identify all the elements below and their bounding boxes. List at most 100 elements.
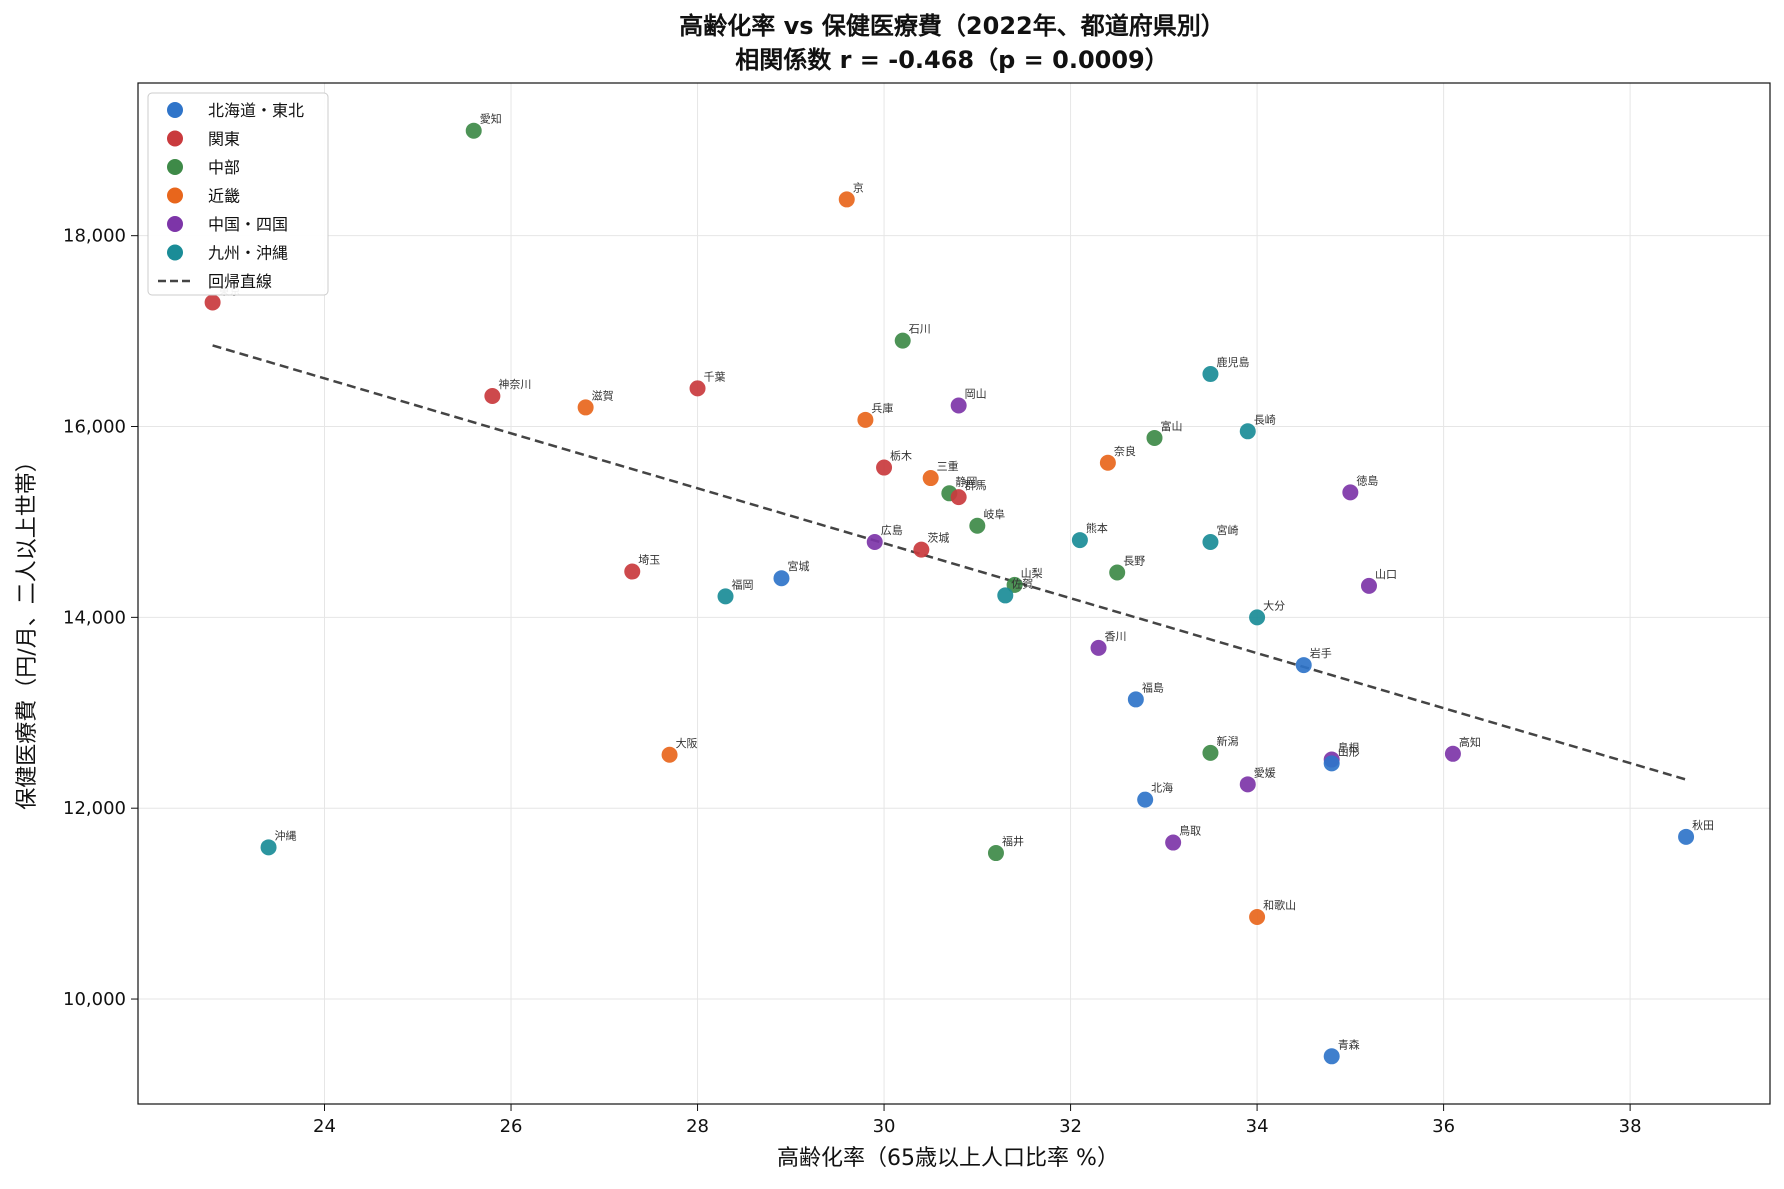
data-point — [661, 746, 678, 763]
data-point — [260, 839, 277, 856]
data-point — [1360, 577, 1377, 594]
point-label: 岐阜 — [983, 508, 1005, 521]
x-tick-label: 34 — [1246, 1116, 1269, 1137]
data-point — [1444, 745, 1461, 762]
legend-label: 近畿 — [208, 187, 240, 206]
point-label: 石川 — [909, 323, 931, 336]
data-point — [857, 411, 874, 428]
point-label: 岡山 — [965, 388, 987, 401]
data-point — [876, 459, 893, 476]
y-tick-label: 16,000 — [63, 417, 126, 438]
point-label: 長野 — [1123, 555, 1145, 568]
data-point — [1006, 576, 1023, 593]
data-point — [624, 563, 641, 580]
data-point — [1342, 484, 1359, 501]
data-point — [1099, 454, 1116, 471]
point-label: 福岡 — [732, 577, 754, 591]
data-point — [1109, 564, 1126, 581]
plot-frame — [137, 82, 1771, 1105]
point-label: 青森 — [1338, 1037, 1360, 1051]
point-label: 富山 — [1161, 419, 1183, 433]
data-point — [1071, 532, 1088, 549]
legend-marker — [167, 130, 183, 147]
point-label: 宮城 — [787, 559, 809, 573]
data-point — [1202, 744, 1219, 761]
point-label: 鹿児島 — [1216, 355, 1249, 369]
point-label: 徳島 — [1356, 473, 1378, 487]
legend-regression-label: 回帰直線 — [208, 272, 272, 291]
data-point — [1202, 533, 1219, 550]
point-label: 福島 — [1142, 680, 1164, 694]
point-label: 熊本 — [1086, 521, 1108, 535]
point-label: 新潟 — [1216, 734, 1238, 748]
legend-marker — [167, 244, 183, 261]
point-label: 静岡 — [955, 474, 977, 488]
data-point — [773, 570, 790, 587]
x-tick-label: 28 — [686, 1116, 709, 1137]
point-label: 愛知 — [480, 112, 502, 126]
point-label: 山口 — [1375, 568, 1397, 581]
x-tick-label: 38 — [1619, 1116, 1642, 1137]
data-point — [1249, 609, 1266, 626]
point-label: 群馬 — [965, 478, 987, 492]
point-label: 愛媛 — [1254, 765, 1276, 779]
legend-box — [147, 92, 329, 296]
x-axis-label: 高齢化率（65歳以上人口比率 %） — [777, 1146, 1119, 1171]
data-point — [950, 397, 967, 414]
chart-subtitle: 相関係数 r = -0.468（p = 0.0009） — [735, 46, 1169, 74]
point-label: 鳥取 — [1179, 824, 1201, 838]
y-tick-label: 14,000 — [63, 607, 126, 628]
y-tick-label: 12,000 — [63, 798, 126, 819]
points-layer — [204, 122, 1695, 1065]
x-tick-label: 24 — [313, 1116, 336, 1137]
data-point — [1137, 791, 1154, 808]
point-label: 大分 — [1263, 598, 1285, 612]
point-label: 和歌山 — [1263, 898, 1296, 912]
data-point — [465, 122, 482, 139]
y-tick-label: 18,000 — [63, 226, 126, 247]
y-tick-label: 10,000 — [63, 989, 126, 1010]
point-label: 奈良 — [1114, 444, 1136, 458]
x-tick-label: 32 — [1059, 1116, 1082, 1137]
point-label: 高知 — [1459, 735, 1481, 749]
point-label: 山梨 — [1021, 566, 1043, 580]
legend-label: 中部 — [208, 158, 240, 177]
data-point — [1202, 366, 1219, 383]
point-label: 滋賀 — [592, 389, 614, 402]
axes: 24 26 28 30 32 34 36 38 10,000 12,000 14,000 16,000… — [63, 82, 1771, 1137]
point-label: 茨城 — [927, 531, 949, 545]
chart-title: 高齢化率 vs 保健医療費（2022年、都道府県別） — [679, 12, 1224, 40]
data-point — [922, 470, 939, 487]
data-point — [987, 845, 1004, 862]
data-point — [717, 588, 734, 605]
point-label: 宮崎 — [1216, 523, 1238, 537]
legend-label: 関東 — [208, 130, 240, 149]
point-label: 沖縄 — [275, 828, 297, 842]
legend-marker — [167, 102, 183, 118]
x-tick-label: 30 — [873, 1116, 896, 1137]
data-point — [950, 489, 967, 506]
point-label: 秋田 — [1692, 818, 1714, 832]
point-label: 香川 — [1105, 630, 1127, 643]
data-point — [1249, 908, 1266, 925]
point-label: 兵庫 — [871, 401, 893, 415]
regression-line — [212, 344, 1687, 781]
point-label: 大阪 — [676, 736, 698, 750]
point-label: 神奈川 — [498, 377, 531, 391]
data-point — [1323, 755, 1340, 772]
data-point — [484, 387, 501, 404]
data-point — [1146, 429, 1163, 446]
grid — [138, 83, 1770, 1104]
y-axis-label: 保健医療費（円/月、二人以上世帯） — [15, 450, 40, 809]
data-point — [913, 541, 930, 558]
point-label: 佐賀 — [1011, 576, 1033, 590]
legend-label: 中国・四国 — [208, 215, 288, 234]
data-point — [689, 380, 706, 397]
x-tick-label: 26 — [500, 1116, 523, 1137]
data-point — [997, 587, 1014, 604]
data-point — [838, 191, 855, 208]
point-label: 埼玉 — [638, 553, 660, 567]
point-label: 長崎 — [1254, 412, 1276, 426]
